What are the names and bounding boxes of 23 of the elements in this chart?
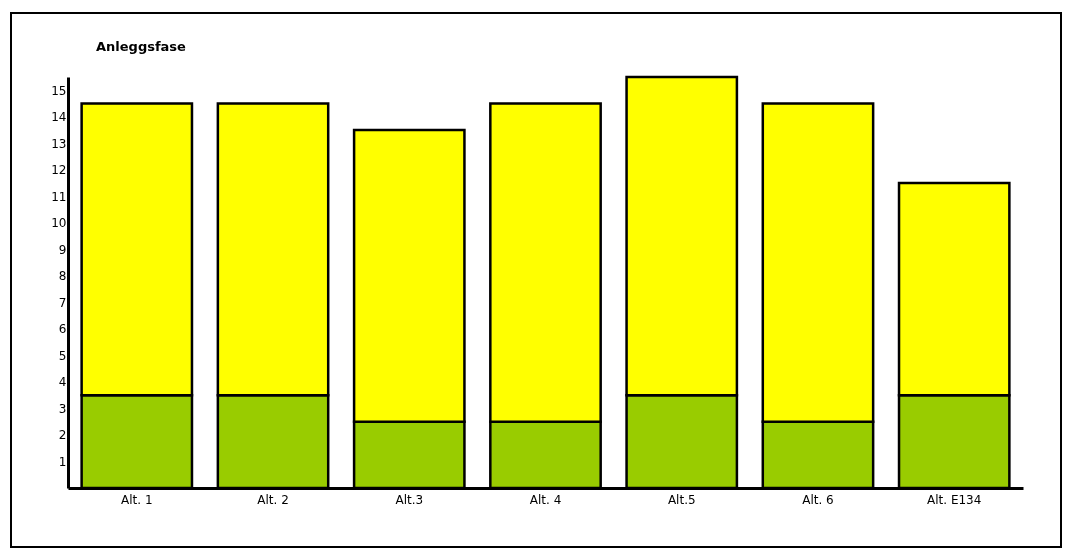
y-tick-label: 5 [58, 348, 67, 363]
x-tick-label: Alt. 2 [257, 492, 289, 507]
x-tick-label: Alt. 1 [121, 492, 153, 507]
y-tick-label: 8 [58, 269, 67, 284]
y-tick-label: 7 [58, 295, 67, 310]
y-tick-label: 12 [51, 163, 67, 178]
y-tick-label: 4 [58, 375, 67, 390]
y-tick-label: 10 [51, 216, 67, 231]
y-tick-label: 1 [58, 454, 67, 469]
x-tick-label: Alt.5 [667, 492, 696, 507]
y-tick-label: 2 [58, 428, 67, 443]
x-tick-label: Alt. 6 [802, 492, 834, 507]
x-tick-label: Alt.3 [395, 492, 424, 507]
y-tick-label: 14 [51, 110, 67, 125]
y-tick-label: 6 [58, 322, 67, 337]
x-tick-label: Alt. 4 [529, 492, 562, 507]
y-tick-label: 15 [51, 83, 67, 98]
chart-title: Anleggsfase [96, 38, 187, 54]
y-tick-label: 13 [51, 136, 67, 151]
y-tick-label: 11 [51, 189, 67, 204]
y-tick-label: 9 [58, 242, 67, 257]
x-tick-label: Alt. E134 [927, 492, 982, 507]
y-tick-label: 3 [58, 401, 67, 416]
